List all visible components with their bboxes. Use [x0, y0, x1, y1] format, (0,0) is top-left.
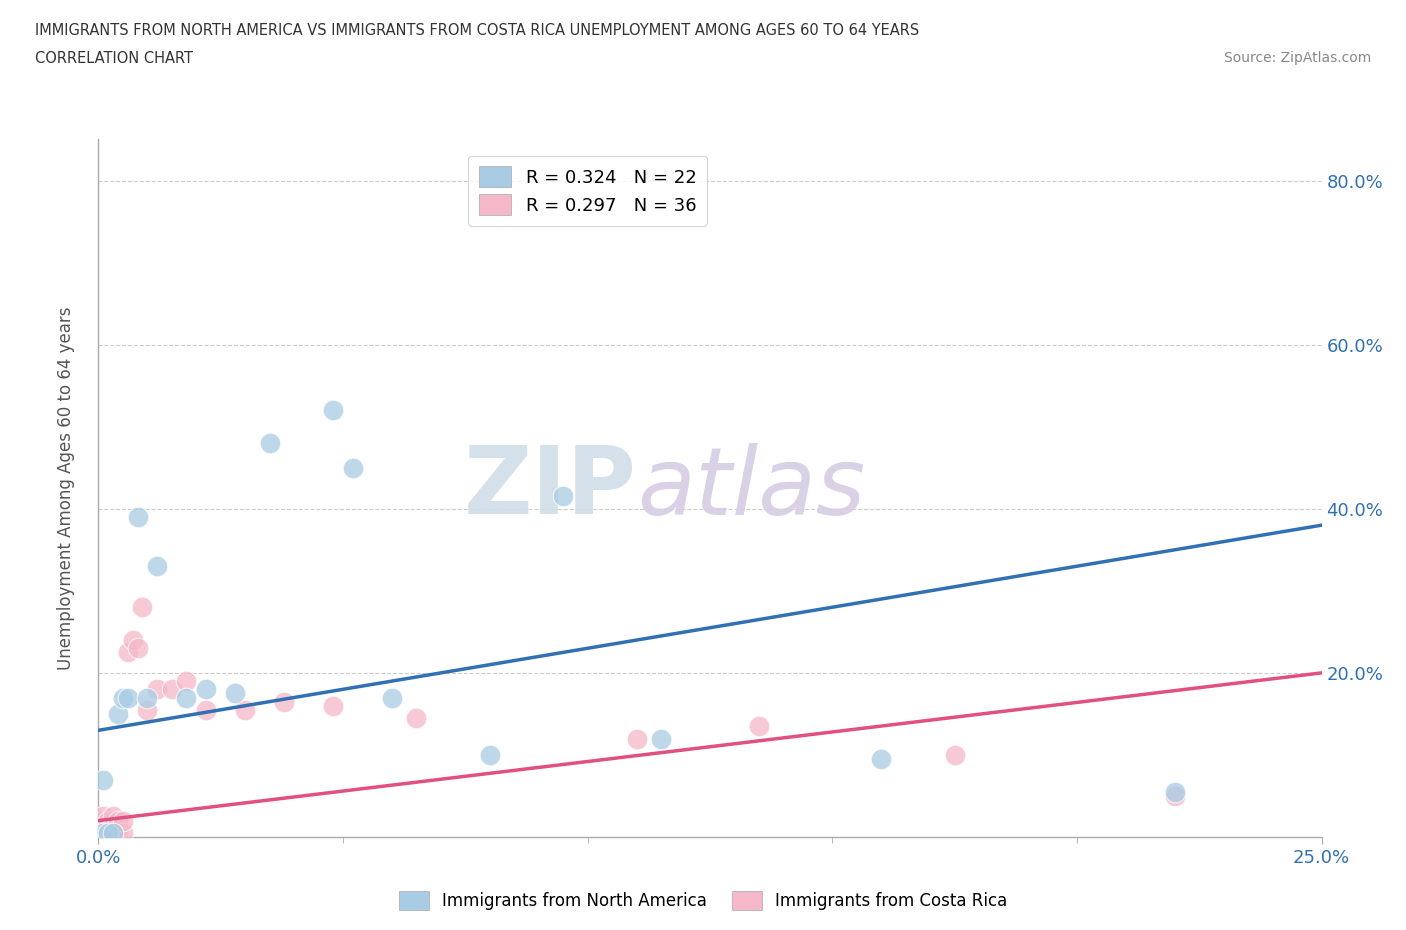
Point [127, 510, 149, 525]
Point [91, 817, 114, 832]
Point [405, 711, 427, 725]
Point [97, 826, 120, 841]
Point [111, 813, 134, 828]
Text: Source: ZipAtlas.com: Source: ZipAtlas.com [1223, 51, 1371, 65]
Point [97, 817, 120, 832]
Point [146, 682, 169, 697]
Point [91, 826, 114, 841]
Point [146, 559, 169, 574]
Point [107, 813, 129, 828]
Point [91, 826, 114, 841]
Text: atlas: atlas [637, 443, 865, 534]
Point [748, 719, 770, 734]
Point [107, 707, 129, 722]
Point [111, 826, 134, 841]
Point [117, 690, 139, 705]
Point [107, 821, 129, 836]
Point [381, 690, 404, 705]
Point [943, 748, 966, 763]
Point [176, 690, 198, 705]
Point [101, 826, 124, 841]
Text: ZIP: ZIP [464, 443, 637, 534]
Point [478, 748, 501, 763]
Point [101, 821, 124, 836]
Point [870, 751, 893, 766]
Point [322, 403, 344, 418]
Point [650, 731, 672, 746]
Point [136, 690, 159, 705]
Point [91, 821, 114, 836]
Point [322, 698, 344, 713]
Text: CORRELATION CHART: CORRELATION CHART [35, 51, 193, 66]
Point [101, 826, 124, 841]
Point [107, 826, 129, 841]
Point [91, 809, 114, 824]
Point [101, 813, 124, 828]
Legend: Immigrants from North America, Immigrants from Costa Rica: Immigrants from North America, Immigrant… [392, 884, 1014, 917]
Point [224, 686, 246, 701]
Point [160, 682, 183, 697]
Point [136, 702, 159, 717]
Point [121, 632, 143, 647]
Point [195, 702, 218, 717]
Point [1164, 789, 1187, 804]
Point [97, 826, 120, 841]
Point [273, 694, 295, 709]
Point [101, 809, 124, 824]
Point [91, 813, 114, 828]
Point [233, 702, 256, 717]
Text: IMMIGRANTS FROM NORTH AMERICA VS IMMIGRANTS FROM COSTA RICA UNEMPLOYMENT AMONG A: IMMIGRANTS FROM NORTH AMERICA VS IMMIGRA… [35, 23, 920, 38]
Point [131, 600, 153, 615]
Point [127, 641, 149, 656]
Point [553, 489, 575, 504]
Point [117, 644, 139, 659]
Point [97, 821, 120, 836]
Point [626, 731, 648, 746]
Point [91, 826, 114, 841]
Point [91, 772, 114, 787]
Legend: R = 0.324   N = 22, R = 0.297   N = 36: R = 0.324 N = 22, R = 0.297 N = 36 [468, 155, 707, 226]
Point [97, 813, 120, 828]
Point [259, 435, 281, 450]
Point [342, 460, 364, 475]
Point [111, 690, 134, 705]
Point [195, 682, 218, 697]
Point [176, 673, 198, 688]
Y-axis label: Unemployment Among Ages 60 to 64 years: Unemployment Among Ages 60 to 64 years [56, 307, 75, 670]
Point [1164, 784, 1187, 799]
